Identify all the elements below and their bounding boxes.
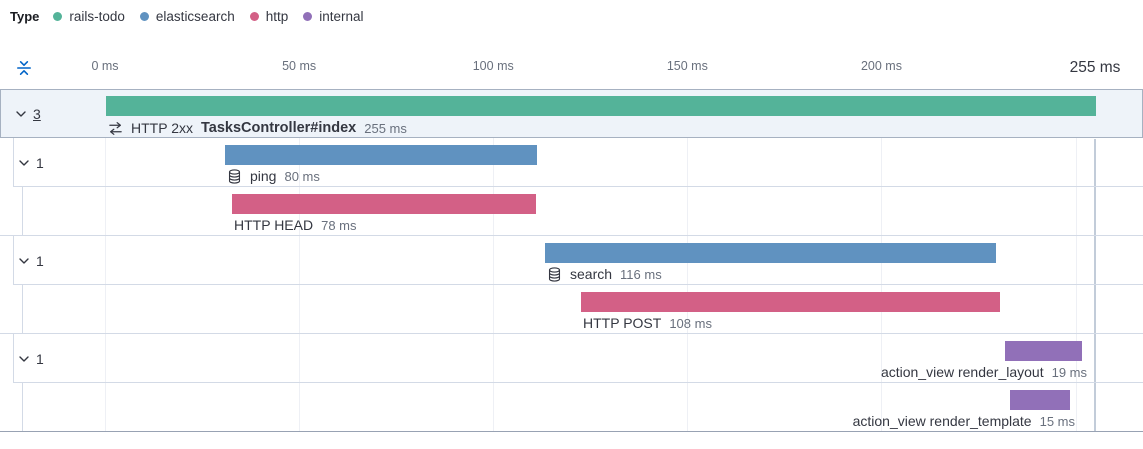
- waterfall-rows: 3 HTTP 2xx TasksController#index 255 ms 1 pin…: [0, 89, 1143, 432]
- span-name: search: [570, 266, 613, 282]
- row-separator: [0, 235, 1143, 236]
- row-separator: [13, 382, 1143, 383]
- indent-guide: [22, 285, 23, 334]
- accordion-toggle[interactable]: 1: [16, 138, 44, 187]
- chevron-down-icon: [19, 257, 29, 264]
- span-bar-render-layout[interactable]: [1004, 341, 1083, 361]
- waterfall-row-search[interactable]: 1 search 116 ms: [0, 236, 1143, 285]
- legend-item-label: rails-todo: [69, 9, 125, 24]
- waterfall-row-transaction[interactable]: 3 HTTP 2xx TasksController#index 255 ms: [0, 89, 1143, 138]
- accordion-toggle[interactable]: 1: [16, 334, 44, 383]
- collapse-all-icon[interactable]: [15, 59, 33, 77]
- legend-item-rails-todo: rails-todo: [53, 9, 125, 24]
- transaction-icon: [109, 121, 122, 135]
- axis-tick-label: 0 ms: [91, 59, 119, 73]
- span-name: HTTP HEAD: [234, 217, 314, 233]
- gridline: [1075, 89, 1077, 432]
- database-icon: [228, 168, 241, 184]
- row-separator: [13, 284, 1143, 285]
- waterfall-row-http-head[interactable]: HTTP HEAD 78 ms: [0, 187, 1143, 236]
- legend-item-label: http: [265, 9, 289, 24]
- span-label: search 116 ms: [547, 264, 662, 284]
- axis-tick-label: 100 ms: [472, 59, 514, 73]
- span-bar-ping[interactable]: [225, 145, 538, 165]
- chevron-down-icon: [19, 355, 29, 362]
- type-legend: Type rails-todo elasticsearch http internal: [10, 9, 364, 24]
- span-name: HTTP POST: [583, 315, 662, 331]
- gridline: [493, 89, 495, 432]
- indent-guide: [22, 187, 23, 236]
- axis-tick-label: 200 ms: [860, 59, 902, 73]
- indent-guide: [22, 383, 23, 432]
- legend-item-elasticsearch: elasticsearch: [139, 9, 235, 24]
- indent-guide: [13, 334, 14, 383]
- span-duration: 108 ms: [669, 315, 712, 331]
- axis-tick-label: 150 ms: [666, 59, 708, 73]
- waterfall-row-render-layout[interactable]: 1 action_view render_layout 19 ms: [0, 334, 1143, 383]
- chevron-down-icon: [19, 159, 29, 166]
- indent-guide: [13, 236, 14, 285]
- waterfall: 3 HTTP 2xx TasksController#index 255 ms 1 pin…: [0, 89, 1143, 432]
- row-separator: [13, 186, 1143, 187]
- waterfall-row-render-template[interactable]: action_view render_template 15 ms: [0, 383, 1143, 432]
- span-bar-http-head[interactable]: [232, 194, 536, 214]
- legend-dot-icon: [53, 12, 63, 21]
- waterfall-row-ping[interactable]: 1 ping 80 ms: [0, 138, 1143, 187]
- gridline: [105, 89, 106, 432]
- span-name: TasksController#index: [200, 120, 357, 136]
- span-label: HTTP HEAD 78 ms: [234, 215, 357, 235]
- legend-dot-icon: [139, 12, 149, 21]
- span-duration: 78 ms: [321, 217, 357, 233]
- child-count: 1: [36, 154, 44, 171]
- gridline: [299, 89, 301, 432]
- waterfall-row-http-post[interactable]: HTTP POST 108 ms: [0, 285, 1143, 334]
- legend-item-label: internal: [319, 9, 364, 24]
- span-duration: 80 ms: [284, 168, 320, 184]
- legend-items: rails-todo elasticsearch http internal: [53, 9, 364, 24]
- legend-item-internal: internal: [303, 9, 364, 24]
- chevron-down-icon: [16, 110, 26, 117]
- database-icon: [548, 266, 561, 282]
- span-duration: 15 ms: [1039, 413, 1075, 429]
- legend-dot-icon: [303, 12, 313, 21]
- legend-item-label: elasticsearch: [155, 9, 235, 24]
- span-bar-search[interactable]: [544, 243, 996, 263]
- span-name: action_view render_template: [852, 413, 1032, 429]
- span-duration: 116 ms: [620, 266, 662, 282]
- span-label: HTTP POST 108 ms: [583, 313, 712, 333]
- child-count: 1: [36, 350, 44, 367]
- indent-guide: [13, 138, 14, 187]
- span-name: action_view render_layout: [880, 364, 1044, 380]
- span-bar-http-post[interactable]: [581, 292, 1000, 312]
- row-separator: [0, 431, 1143, 432]
- span-label: action_view render_layout 19 ms: [881, 362, 1087, 382]
- span-label: HTTP 2xx TasksController#index 255 ms: [108, 118, 407, 138]
- trace-end-gridline: [1094, 139, 1096, 432]
- span-duration: 19 ms: [1051, 364, 1087, 380]
- span-label: action_view render_template 15 ms: [853, 411, 1075, 431]
- span-prefix: HTTP 2xx: [131, 120, 193, 136]
- child-count: 1: [36, 252, 44, 269]
- legend-title: Type: [10, 9, 40, 24]
- legend-dot-icon: [249, 12, 259, 21]
- accordion-toggle[interactable]: 1: [16, 236, 44, 285]
- child-count[interactable]: 3: [33, 105, 41, 122]
- legend-item-http: http: [249, 9, 289, 24]
- span-bar-transaction[interactable]: [106, 96, 1096, 116]
- accordion-toggle[interactable]: 3: [13, 90, 41, 137]
- span-label: ping 80 ms: [227, 166, 320, 186]
- axis-tick-label: 50 ms: [282, 59, 317, 73]
- span-name: ping: [250, 168, 277, 184]
- axis-tick-label: 255 ms: [1069, 59, 1121, 76]
- span-duration: 255 ms: [364, 120, 407, 136]
- row-separator: [0, 333, 1143, 334]
- span-bar-render-template[interactable]: [1009, 390, 1070, 410]
